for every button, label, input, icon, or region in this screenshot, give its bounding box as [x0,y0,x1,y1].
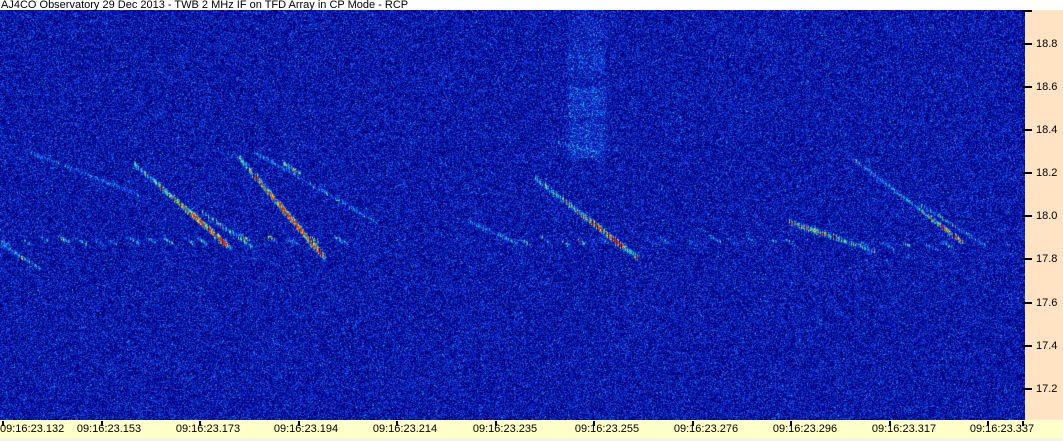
freq-tick [1022,258,1032,260]
time-tick-label: 09:16:23.255 [574,423,640,435]
freq-tick-label: 18.6 [1036,81,1058,93]
time-tick [199,421,201,426]
freq-tick [1022,345,1032,347]
freq-tick [1022,215,1032,217]
freq-tick [1022,302,1032,304]
time-tick-label: 09:16:23.296 [772,423,838,435]
freq-tick [1022,172,1032,174]
freq-edge-tick [1022,10,1032,12]
time-tick-label: 09:16:23.214 [372,423,438,435]
freq-tick-label: 18.0 [1036,210,1058,222]
time-axis [0,420,1063,438]
time-tick-label: 09:16:23.235 [472,423,538,435]
time-tick-label: 09:16:23.153 [76,423,142,435]
time-tick [889,421,891,426]
time-tick-label: 09:16:23.173 [175,423,241,435]
chart-title: AJ4CO Observatory 29 Dec 2013 - TWB 2 MH… [1,0,409,11]
freq-tick-label: 17.4 [1036,340,1058,352]
time-tick-label: 09:16:23.317 [871,423,937,435]
freq-tick-label: 18.4 [1036,124,1058,136]
freq-tick-label: 17.6 [1036,297,1058,309]
freq-tick [1022,388,1032,390]
time-tick-label: 09:16:23.194 [273,423,339,435]
spectrogram-canvas[interactable] [0,10,1025,420]
bottom-margin [0,438,1063,441]
freq-tick-label: 18.2 [1036,167,1058,179]
time-tick [790,421,792,426]
time-tick [692,421,694,426]
time-tick [495,421,497,426]
freq-tick-label: 17.8 [1036,253,1058,265]
freq-tick [1022,129,1032,131]
time-tick-label: 09:16:23.132 [0,423,65,435]
time-tick [396,421,398,426]
time-tick [2,421,4,426]
freq-tick [1022,43,1032,45]
freq-tick-label: 17.2 [1036,383,1058,395]
time-tick [987,421,989,426]
time-tick [298,421,300,426]
time-tick [101,421,103,426]
time-tick [1022,421,1024,426]
freq-tick [1022,86,1032,88]
freq-tick-label: 18.8 [1036,38,1058,50]
time-tick-label: 09:16:23.337 [969,423,1035,435]
time-tick-label: 09:16:23.276 [673,423,739,435]
title-bar: AJ4CO Observatory 29 Dec 2013 - TWB 2 MH… [0,0,1063,11]
time-tick [593,421,595,426]
